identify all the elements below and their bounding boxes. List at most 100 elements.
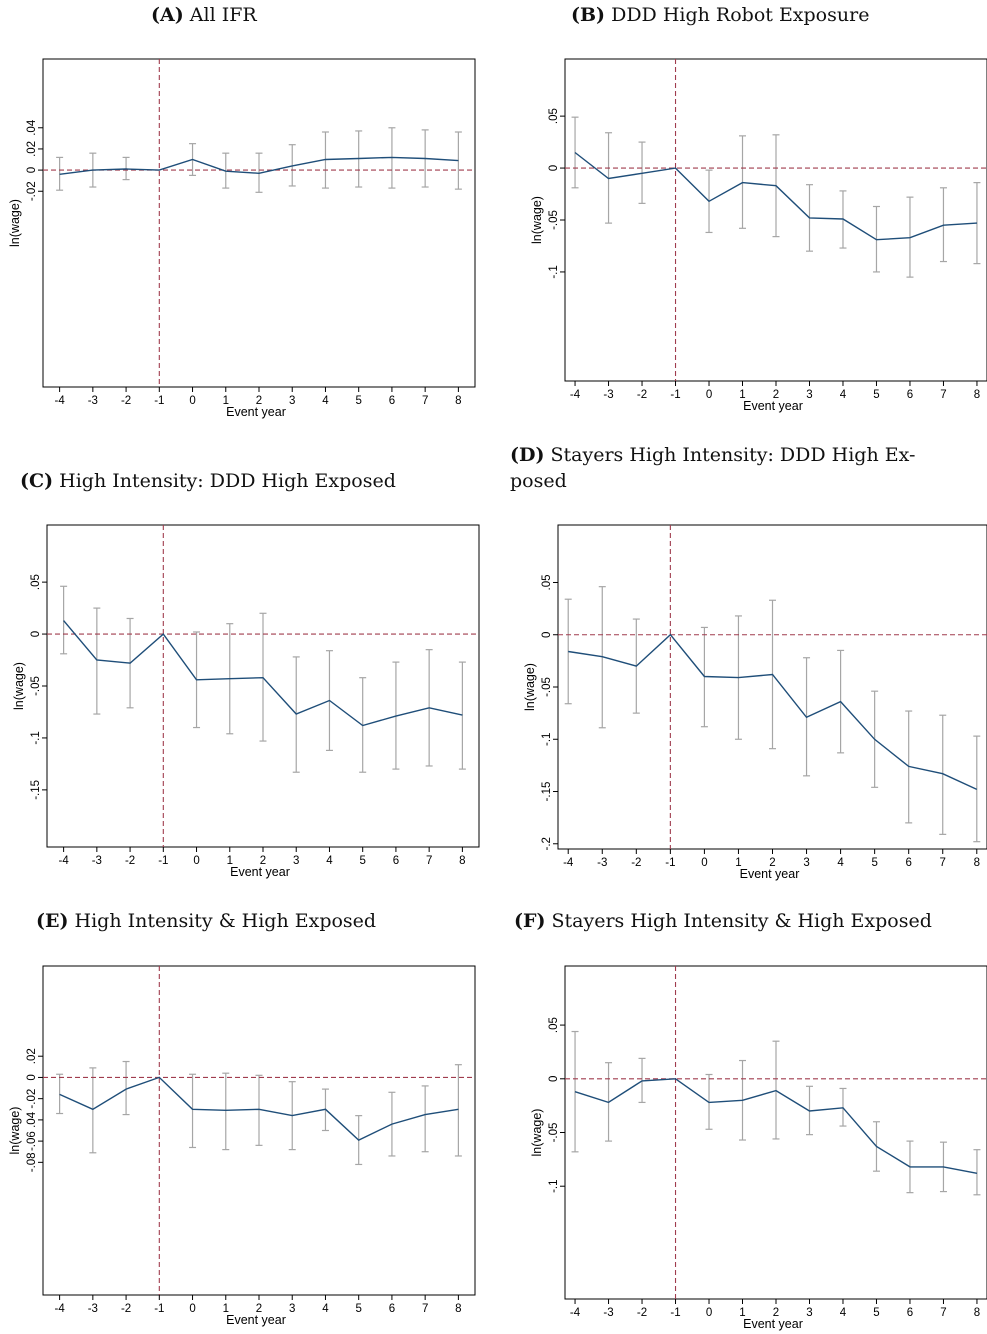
x-tick-label: 7 — [940, 1307, 946, 1319]
panel-title-c: (C) High Intensity: DDD High Exposed — [20, 470, 396, 492]
x-tick-label: 1 — [223, 1303, 229, 1315]
y-tick-label: -.02 — [26, 1089, 38, 1109]
y-tick-label: -.05 — [548, 1123, 560, 1143]
x-tick-label: 5 — [873, 1307, 879, 1319]
estimate-line — [574, 151, 978, 241]
x-tick-label: 1 — [739, 389, 745, 401]
x-tick-label: 2 — [256, 1303, 262, 1315]
x-tick-label: -4 — [570, 1307, 581, 1319]
panel-title-f: (F) Stayers High Intensity & High Expose… — [514, 910, 932, 932]
x-axis-title: Event year — [743, 1317, 803, 1331]
chart-panel-a: -4 -3 -2 -1 0 1 2 3 4 5 6 7 8 -.02 0 .02 .04 Event year ln… — [8, 58, 476, 419]
x-tick-label: 8 — [459, 855, 465, 867]
estimate-line — [59, 1076, 459, 1141]
x-tick-label: 4 — [326, 855, 333, 867]
y-tick-label: -.08 — [26, 1152, 38, 1172]
x-tick-label: 8 — [974, 857, 980, 869]
x-tick-label: 2 — [773, 1307, 779, 1319]
x-tick-label: -4 — [54, 1303, 65, 1315]
x-tick-label: 8 — [974, 389, 980, 401]
y-axis-title: ln(wage) — [530, 196, 544, 244]
x-tick-label: -1 — [154, 395, 164, 407]
y-tick-label: 0 — [548, 1076, 560, 1082]
x-tick-label: 6 — [389, 395, 395, 407]
y-tick-label: .04 — [26, 119, 38, 136]
chart-panel-d: -4 -3 -2 -1 0 1 2 3 4 5 6 7 8 -.2 -.15 -.1 -.05 0 .05 Event… — [523, 524, 987, 881]
x-tick-label: -3 — [88, 395, 98, 407]
x-tick-label: 4 — [840, 389, 847, 401]
x-tick-label: 7 — [940, 857, 946, 869]
x-tick-label: 2 — [256, 395, 262, 407]
y-tick-label: -.05 — [30, 676, 42, 696]
x-tick-label: -3 — [88, 1303, 98, 1315]
x-tick-label: -1 — [670, 1307, 680, 1319]
x-tick-label: 5 — [873, 389, 879, 401]
y-tick-label: .04 — [26, 1111, 38, 1128]
x-tick-label: -2 — [637, 389, 647, 401]
x-tick-label: -4 — [570, 389, 581, 401]
y-axis-title: ln(wage) — [523, 663, 537, 711]
x-axis-title: Event year — [230, 865, 290, 879]
x-tick-label: 5 — [355, 1303, 361, 1315]
y-tick-label: .02 — [26, 1048, 38, 1064]
x-tick-label: 4 — [840, 1307, 847, 1319]
x-tick-label: -3 — [603, 1307, 613, 1319]
x-tick-label: -4 — [54, 395, 65, 407]
x-tick-label: 3 — [289, 1303, 295, 1315]
x-tick-label: 3 — [293, 855, 299, 867]
x-tick-label: -3 — [603, 389, 613, 401]
chart-panel-c: -4 -3 -2 -1 0 1 2 3 4 5 6 7 8 -.15 -.1 -.05 0 .05 Event ye… — [12, 524, 480, 879]
x-tick-label: -3 — [597, 857, 607, 869]
y-tick-label: 0 — [548, 165, 560, 171]
x-tick-label: 7 — [426, 855, 432, 867]
x-tick-label: 3 — [289, 395, 295, 407]
x-axis-title: Event year — [743, 399, 803, 413]
chart-panel-e: -4 -3 -2 -1 0 1 2 3 4 5 6 7 8 -.08-.06 .04 -.02 0 .02 Even… — [8, 965, 476, 1327]
x-axis-title: Event year — [740, 867, 800, 881]
x-axis-title: Event year — [226, 405, 286, 419]
x-tick-label: 0 — [189, 395, 195, 407]
y-tick-label: 0 — [26, 167, 38, 173]
x-tick-label: 3 — [803, 857, 809, 869]
panel-title-a: (A) All IFR — [151, 4, 257, 26]
x-tick-label: 1 — [223, 395, 229, 407]
y-axis-title: ln(wage) — [8, 199, 22, 247]
x-tick-label: 3 — [806, 1307, 812, 1319]
y-tick-label: 0 — [30, 631, 42, 637]
x-tick-label: -3 — [92, 855, 102, 867]
x-tick-label: 5 — [359, 855, 365, 867]
x-tick-label: -4 — [58, 855, 69, 867]
x-tick-label: 4 — [837, 857, 844, 869]
chart-panel-b: -4 -3 -2 -1 0 1 2 3 4 5 6 7 8 -.1 -.05 0 .05 Event year ln… — [530, 58, 987, 413]
y-tick-label: .02 — [26, 141, 38, 157]
plot-frame — [42, 58, 476, 388]
x-tick-label: -2 — [121, 395, 131, 407]
y-tick-label: -.1 — [541, 733, 553, 746]
x-tick-label: 6 — [393, 855, 399, 867]
x-tick-label: 5 — [871, 857, 877, 869]
y-tick-label: -.05 — [548, 210, 560, 230]
y-axis-title: ln(wage) — [12, 662, 26, 710]
y-tick-label: 0 — [541, 632, 553, 638]
panel-title-e: (E) High Intensity & High Exposed — [36, 910, 377, 932]
x-tick-label: -4 — [563, 857, 574, 869]
x-tick-label: 2 — [773, 389, 779, 401]
x-tick-label: -2 — [125, 855, 135, 867]
y-tick-label: -.1 — [548, 1179, 560, 1192]
x-tick-label: -2 — [631, 857, 641, 869]
x-tick-label: 8 — [455, 395, 461, 407]
x-axis-title: Event year — [226, 1313, 286, 1327]
x-tick-label: 8 — [455, 1303, 461, 1315]
estimate-line — [59, 156, 459, 175]
y-tick-label: -.15 — [30, 780, 42, 800]
y-tick-label: .05 — [541, 574, 553, 590]
x-tick-label: 1 — [739, 1307, 745, 1319]
y-tick-label: -.2 — [541, 837, 553, 850]
x-tick-label: 0 — [701, 857, 707, 869]
x-tick-label: -1 — [665, 857, 675, 869]
x-tick-label: 7 — [422, 1303, 428, 1315]
y-tick-label: -.1 — [548, 265, 560, 278]
x-tick-label: 0 — [706, 389, 712, 401]
y-axis-title: ln(wage) — [530, 1109, 544, 1157]
